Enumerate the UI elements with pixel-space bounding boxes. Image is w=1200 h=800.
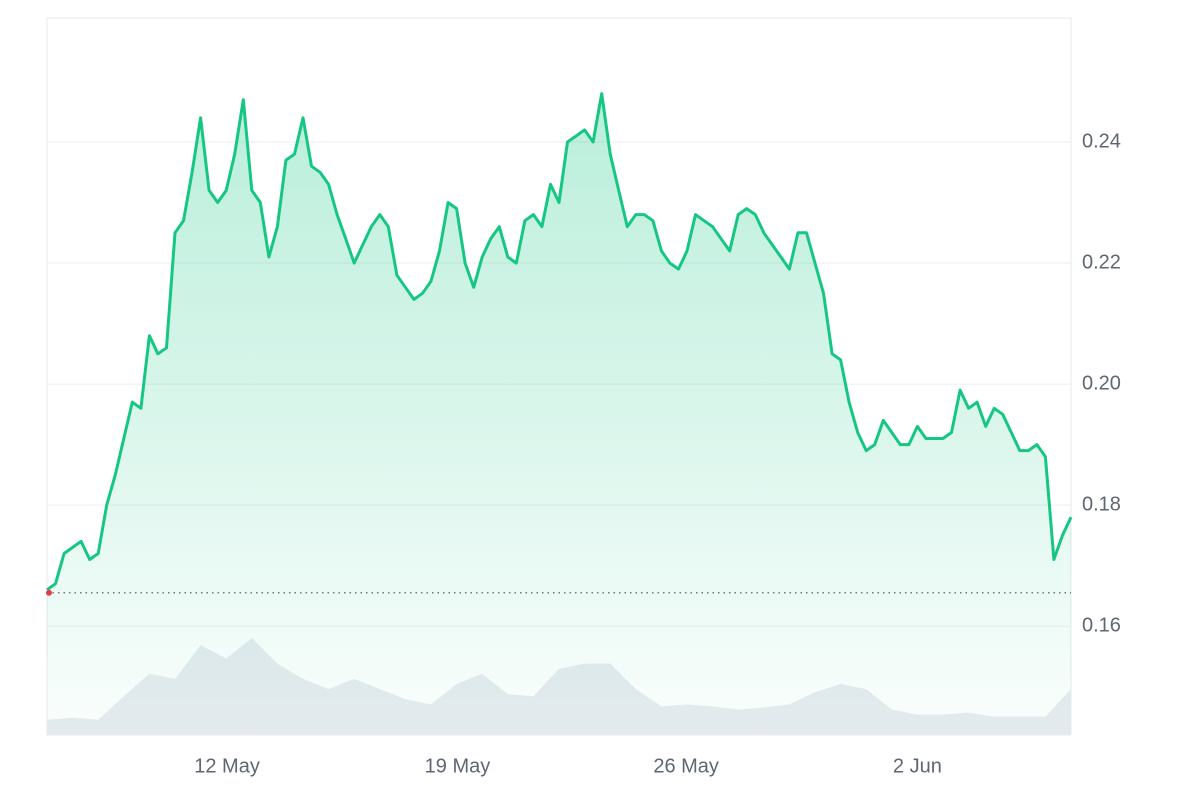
price-line bbox=[46, 92, 1073, 592]
y-tick-label: 0.16 bbox=[1082, 614, 1121, 636]
y-tick-label: 0.24 bbox=[1082, 130, 1121, 152]
x-tick-label: 2 Jun bbox=[893, 755, 942, 777]
y-tick-label: 0.18 bbox=[1082, 493, 1121, 515]
y-tick-label: 0.22 bbox=[1082, 251, 1121, 273]
x-tick-label: 12 May bbox=[194, 755, 260, 777]
area-fill bbox=[47, 93, 1071, 736]
x-tick-label: 26 May bbox=[653, 755, 719, 777]
y-tick-label: 0.20 bbox=[1082, 372, 1121, 394]
start-dot bbox=[46, 589, 52, 596]
x-tick-label: 19 May bbox=[425, 755, 491, 777]
